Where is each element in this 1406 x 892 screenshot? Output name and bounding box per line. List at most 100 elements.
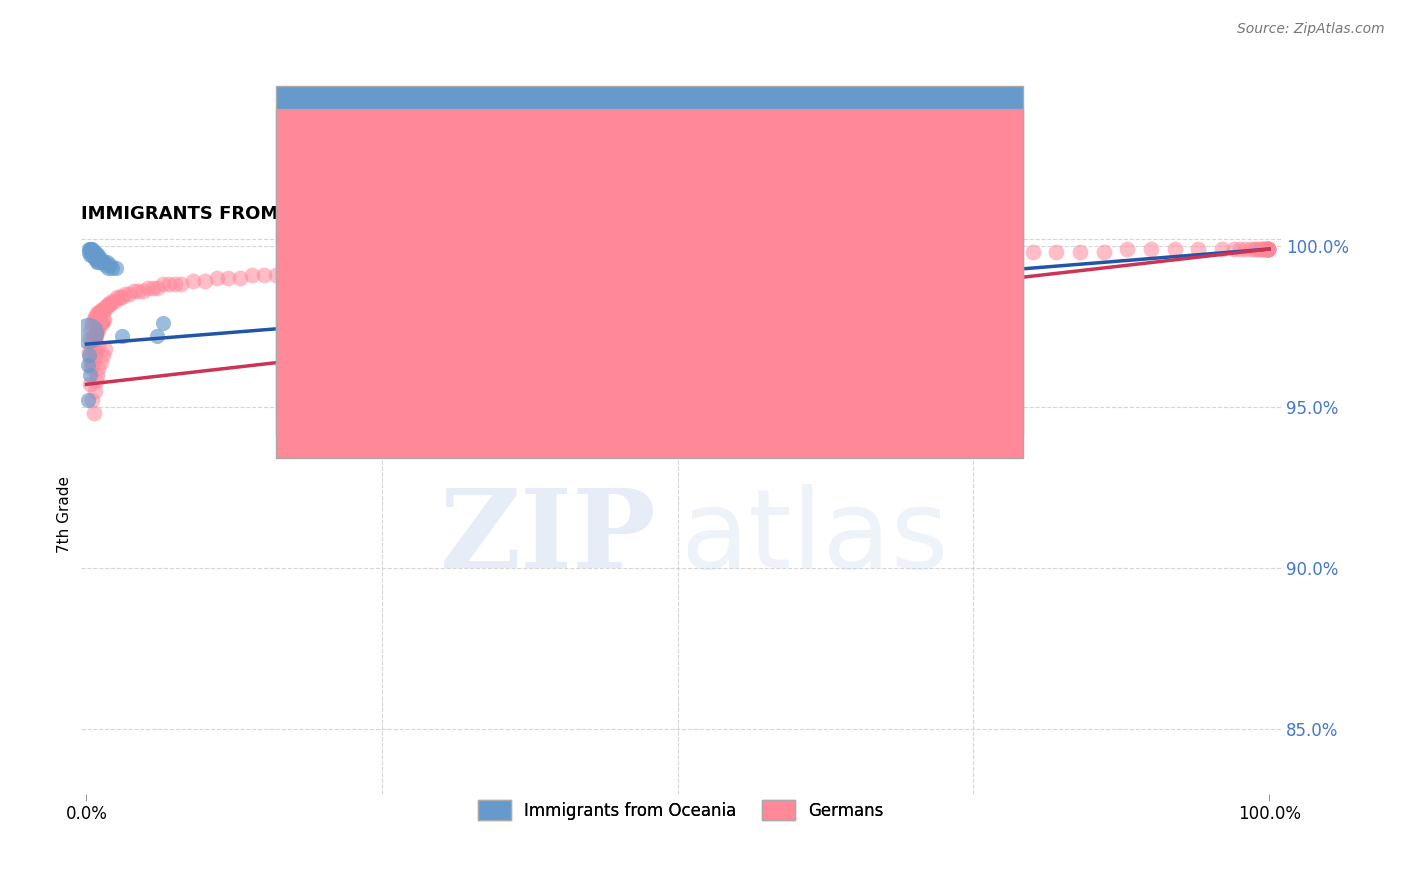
FancyBboxPatch shape	[620, 241, 891, 302]
Point	[132, 284, 155, 298]
Point	[84, 345, 107, 359]
Point	[808, 248, 831, 262]
Point	[84, 252, 107, 266]
Point	[87, 255, 110, 269]
Point	[93, 255, 115, 269]
Point	[524, 332, 547, 346]
Point	[288, 264, 311, 278]
Point	[83, 342, 105, 356]
Point	[489, 242, 512, 256]
Point	[596, 252, 619, 266]
Point	[666, 252, 689, 266]
Point	[84, 310, 107, 324]
Point	[998, 245, 1021, 260]
Point	[157, 277, 180, 292]
Point	[94, 258, 117, 272]
Point	[1257, 242, 1279, 256]
Point	[619, 252, 641, 266]
Point	[181, 274, 204, 288]
Point	[477, 255, 499, 269]
Point	[77, 345, 100, 359]
Point	[83, 252, 105, 266]
Text: R =: R =	[672, 283, 711, 301]
Text: 0.661: 0.661	[723, 283, 773, 301]
Point	[86, 255, 108, 269]
Point	[77, 242, 100, 256]
Point	[205, 271, 228, 285]
Point	[537, 342, 560, 356]
Point	[406, 258, 429, 272]
Point	[714, 252, 737, 266]
Point	[111, 290, 134, 304]
Point	[83, 329, 105, 343]
Point	[146, 281, 169, 295]
Text: atlas: atlas	[681, 483, 949, 591]
Point	[1187, 242, 1209, 256]
Point	[98, 297, 121, 311]
Point	[114, 287, 136, 301]
Point	[80, 245, 103, 260]
Point	[87, 306, 110, 320]
Point	[84, 329, 107, 343]
Point	[524, 255, 547, 269]
Point	[1251, 242, 1274, 256]
Point	[1092, 245, 1115, 260]
Text: IMMIGRANTS FROM OCEANIA VS GERMAN 7TH GRADE CORRELATION CHART: IMMIGRANTS FROM OCEANIA VS GERMAN 7TH GR…	[80, 205, 845, 224]
Point	[89, 252, 111, 266]
Point	[82, 242, 104, 256]
Point	[761, 248, 783, 262]
Point	[83, 245, 105, 260]
Point	[1253, 242, 1275, 256]
Text: ZIP: ZIP	[440, 483, 657, 591]
Point	[83, 310, 105, 324]
Point	[90, 316, 112, 330]
Point	[382, 258, 405, 272]
Point	[927, 245, 949, 260]
Point	[80, 361, 103, 376]
Point	[76, 393, 98, 408]
Point	[856, 248, 879, 262]
Point	[430, 258, 453, 272]
Point	[240, 268, 263, 282]
Point	[347, 261, 370, 276]
Point	[91, 313, 114, 327]
Point	[86, 368, 108, 382]
Point	[91, 255, 114, 269]
Point	[136, 281, 159, 295]
Legend: Immigrants from Oceania, Germans: Immigrants from Oceania, Germans	[471, 794, 890, 827]
Point	[146, 329, 169, 343]
Text: 0.317: 0.317	[723, 260, 775, 277]
Point	[82, 248, 104, 262]
Point	[84, 326, 107, 340]
Point	[90, 355, 112, 369]
Point	[96, 255, 118, 269]
Point	[359, 261, 381, 276]
Point	[1256, 242, 1278, 256]
Point	[105, 290, 128, 304]
Point	[785, 248, 807, 262]
Point	[94, 342, 117, 356]
Point	[312, 264, 335, 278]
Point	[83, 406, 105, 420]
Point	[299, 264, 322, 278]
Point	[89, 306, 111, 320]
Point	[1211, 242, 1233, 256]
Y-axis label: 7th Grade: 7th Grade	[58, 476, 72, 553]
Point	[101, 293, 124, 308]
Point	[111, 329, 134, 343]
Point	[974, 245, 997, 260]
Text: N =: N =	[789, 260, 828, 277]
Point	[454, 258, 477, 272]
Point	[93, 303, 115, 318]
Point	[97, 297, 120, 311]
Point	[1254, 242, 1277, 256]
Point	[84, 248, 107, 262]
Point	[501, 255, 523, 269]
Point	[84, 374, 107, 388]
Point	[80, 322, 103, 336]
Point	[903, 419, 925, 434]
Point	[1257, 242, 1279, 256]
Point	[87, 361, 110, 376]
Point	[87, 248, 110, 262]
Point	[950, 245, 973, 260]
